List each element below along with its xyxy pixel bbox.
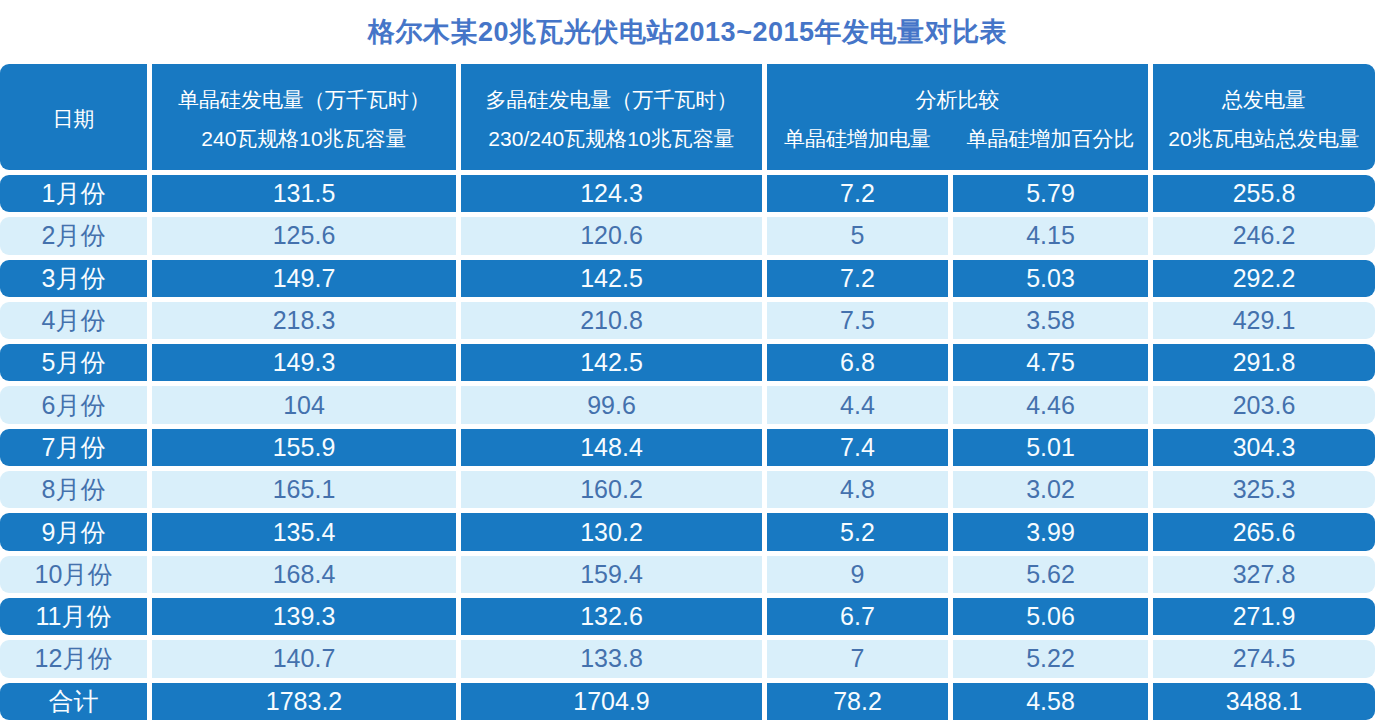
cell-percent: 3.58: [953, 302, 1148, 339]
header-mono-line2: 240瓦规格10兆瓦容量: [152, 125, 456, 153]
cell-increase: 9: [767, 556, 948, 593]
cell-poly: 133.8: [461, 640, 762, 677]
cell-percent: 5.01: [953, 429, 1148, 466]
cell-total: 304.3: [1153, 429, 1375, 466]
header-analysis-label: 分析比较: [767, 86, 1148, 114]
cell-poly: 99.6: [461, 386, 762, 423]
cell-poly: 124.3: [461, 175, 762, 212]
cell-increase: 5: [767, 217, 948, 254]
cell-total: 255.8: [1153, 175, 1375, 212]
row-label: 11月份: [0, 598, 147, 635]
cell-total: 265.6: [1153, 513, 1375, 550]
cell-percent: 4.75: [953, 344, 1148, 381]
cell-increase: 7.2: [767, 260, 948, 297]
cell-increase: 6.7: [767, 598, 948, 635]
header-poly-line1: 多晶硅发电量（万千瓦时）: [461, 86, 762, 114]
header-analysis: 分析比较 单晶硅增加电量 单晶硅增加百分比: [767, 64, 1148, 170]
cell-mono: 104: [152, 386, 456, 423]
cell-mono: 155.9: [152, 429, 456, 466]
row-label: 1月份: [0, 175, 147, 212]
cell-percent: 5.79: [953, 175, 1148, 212]
cell-mono: 139.3: [152, 598, 456, 635]
cell-increase: 7.4: [767, 429, 948, 466]
cell-percent: 3.99: [953, 513, 1148, 550]
cell-mono: 165.1: [152, 471, 456, 508]
row-label: 2月份: [0, 217, 147, 254]
row-label: 10月份: [0, 556, 147, 593]
cell-percent: 5.22: [953, 640, 1148, 677]
header-date: 日期: [0, 64, 147, 170]
cell-total: 325.3: [1153, 471, 1375, 508]
header-poly-line2: 230/240瓦规格10兆瓦容量: [461, 125, 762, 153]
row-label: 8月份: [0, 471, 147, 508]
cell-poly: 142.5: [461, 344, 762, 381]
cell-percent: 5.03: [953, 260, 1148, 297]
cell-total: 246.2: [1153, 217, 1375, 254]
header-analysis-sub1: 单晶硅增加电量: [767, 125, 948, 153]
cell-increase: 7.2: [767, 175, 948, 212]
cell-total: 429.1: [1153, 302, 1375, 339]
cell-mono: 1783.2: [152, 683, 456, 720]
cell-increase: 5.2: [767, 513, 948, 550]
row-label: 7月份: [0, 429, 147, 466]
cell-mono: 168.4: [152, 556, 456, 593]
header-analysis-subrow: 单晶硅增加电量 单晶硅增加百分比: [767, 125, 1148, 153]
cell-increase: 4.4: [767, 386, 948, 423]
cell-poly: 160.2: [461, 471, 762, 508]
cell-total: 274.5: [1153, 640, 1375, 677]
row-label: 6月份: [0, 386, 147, 423]
row-label: 合计: [0, 683, 147, 720]
cell-poly: 1704.9: [461, 683, 762, 720]
cell-mono: 135.4: [152, 513, 456, 550]
row-label: 9月份: [0, 513, 147, 550]
cell-increase: 7.5: [767, 302, 948, 339]
cell-increase: 78.2: [767, 683, 948, 720]
row-label: 3月份: [0, 260, 147, 297]
cell-increase: 4.8: [767, 471, 948, 508]
header-poly: 多晶硅发电量（万千瓦时） 230/240瓦规格10兆瓦容量: [461, 64, 762, 170]
header-analysis-sub2: 单晶硅增加百分比: [953, 125, 1148, 153]
cell-poly: 120.6: [461, 217, 762, 254]
cell-poly: 159.4: [461, 556, 762, 593]
header-total-line1: 总发电量: [1153, 86, 1375, 114]
cell-poly: 148.4: [461, 429, 762, 466]
cell-total: 327.8: [1153, 556, 1375, 593]
cell-mono: 140.7: [152, 640, 456, 677]
page-title: 格尔木某20兆瓦光伏电站2013~2015年发电量对比表: [0, 0, 1375, 64]
row-label: 5月份: [0, 344, 147, 381]
header-mono-line1: 单晶硅发电量（万千瓦时）: [152, 86, 456, 114]
cell-percent: 3.02: [953, 471, 1148, 508]
cell-poly: 142.5: [461, 260, 762, 297]
cell-total: 203.6: [1153, 386, 1375, 423]
cell-percent: 4.46: [953, 386, 1148, 423]
cell-mono: 149.7: [152, 260, 456, 297]
header-date-label: 日期: [0, 105, 147, 133]
cell-percent: 4.58: [953, 683, 1148, 720]
cell-mono: 218.3: [152, 302, 456, 339]
comparison-table: 日期 单晶硅发电量（万千瓦时） 240瓦规格10兆瓦容量 多晶硅发电量（万千瓦时…: [0, 64, 1375, 720]
cell-total: 292.2: [1153, 260, 1375, 297]
cell-poly: 210.8: [461, 302, 762, 339]
cell-total: 3488.1: [1153, 683, 1375, 720]
cell-percent: 5.06: [953, 598, 1148, 635]
cell-total: 271.9: [1153, 598, 1375, 635]
cell-percent: 5.62: [953, 556, 1148, 593]
cell-mono: 131.5: [152, 175, 456, 212]
row-label: 12月份: [0, 640, 147, 677]
cell-increase: 7: [767, 640, 948, 677]
cell-total: 291.8: [1153, 344, 1375, 381]
cell-percent: 4.15: [953, 217, 1148, 254]
cell-mono: 149.3: [152, 344, 456, 381]
cell-poly: 132.6: [461, 598, 762, 635]
row-label: 4月份: [0, 302, 147, 339]
header-total: 总发电量 20兆瓦电站总发电量: [1153, 64, 1375, 170]
header-total-line2: 20兆瓦电站总发电量: [1153, 125, 1375, 153]
cell-mono: 125.6: [152, 217, 456, 254]
header-mono: 单晶硅发电量（万千瓦时） 240瓦规格10兆瓦容量: [152, 64, 456, 170]
cell-increase: 6.8: [767, 344, 948, 381]
cell-poly: 130.2: [461, 513, 762, 550]
